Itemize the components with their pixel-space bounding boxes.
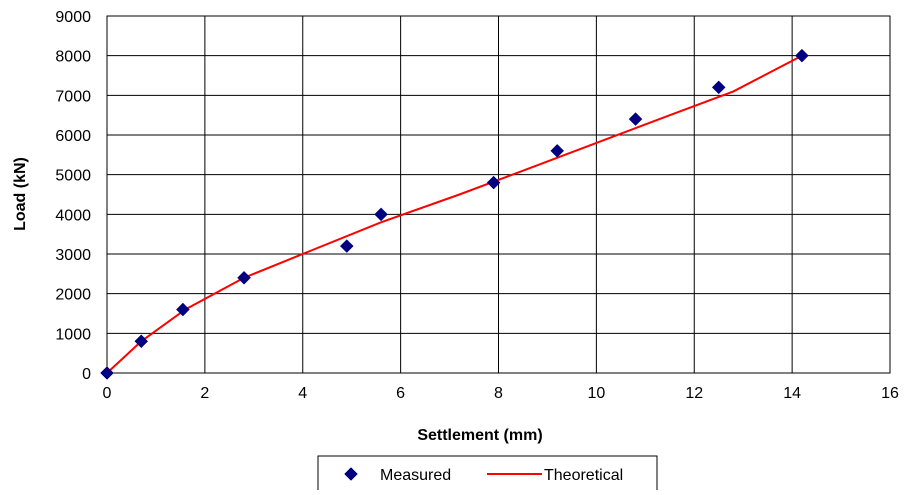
x-axis-title: Settlement (mm) (417, 427, 542, 444)
x-tick-label: 14 (783, 385, 801, 402)
x-tick-label: 6 (396, 385, 405, 402)
series-layer (100, 48, 809, 380)
x-tick-label: 10 (587, 385, 605, 402)
y-tick-label: 5000 (55, 168, 91, 185)
measured-point (100, 366, 114, 380)
measured-point (795, 48, 809, 63)
x-tick-label: 0 (103, 385, 112, 402)
x-axis-tick-labels: 0 2 4 6 8 10 12 14 16 (103, 385, 899, 402)
theoretical-line (106, 54, 803, 374)
measured-point (628, 112, 643, 126)
y-tick-label: 6000 (55, 128, 91, 145)
legend-marker-measured (344, 467, 358, 481)
measured-point (486, 175, 501, 190)
measured-point (339, 239, 354, 253)
y-tick-label: 9000 (55, 9, 91, 26)
y-axis-title: Load (kN) (12, 157, 29, 231)
y-tick-label: 2000 (55, 287, 91, 304)
legend: Measured Theoretical (317, 455, 658, 493)
measured-point (711, 80, 726, 95)
x-tick-label: 4 (298, 385, 307, 402)
measured-point (175, 302, 190, 317)
y-tick-label: 7000 (55, 88, 91, 105)
y-axis-tick-labels: 0 1000 2000 3000 4000 5000 6000 7000 8000 9000 (55, 9, 91, 383)
gridlines (106, 15, 891, 374)
legend-label-theoretical: Theoretical (544, 467, 623, 484)
y-tick-label: 0 (82, 366, 91, 383)
x-tick-label: 8 (494, 385, 503, 402)
legend-label-measured: Measured (380, 467, 451, 484)
measured-point (134, 334, 149, 349)
y-tick-label: 1000 (55, 326, 91, 343)
x-tick-label: 2 (200, 385, 209, 402)
measured-point (374, 207, 388, 222)
measured-point (550, 144, 565, 158)
y-tick-label: 3000 (55, 247, 91, 264)
x-tick-label: 12 (685, 385, 703, 402)
measured-point (237, 270, 251, 285)
y-tick-label: 4000 (55, 207, 91, 224)
y-tick-label: 8000 (55, 49, 91, 66)
x-tick-label: 16 (881, 385, 899, 402)
